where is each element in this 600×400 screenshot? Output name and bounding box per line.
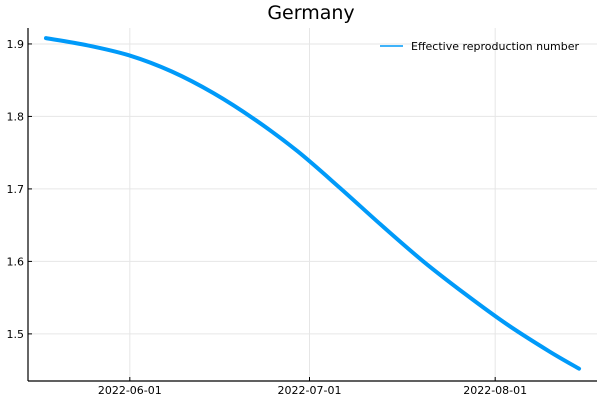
x-tick-label: 2022-07-01: [278, 384, 342, 397]
x-tick-label: 2022-06-01: [98, 384, 162, 397]
axes: [27, 28, 597, 382]
chart-title: Germany: [267, 2, 354, 24]
x-tick-label: 2022-08-01: [463, 384, 527, 397]
y-tick-label: 1.5: [7, 328, 25, 341]
y-tick-label: 1.9: [7, 38, 25, 51]
y-ticks: 1.5 1.6 1.7 1.8 1.9: [7, 38, 32, 341]
x-ticks: 2022-06-01 2022-07-01 2022-08-01: [98, 377, 527, 397]
y-tick-label: 1.7: [7, 183, 25, 196]
series-line-0: [43, 36, 582, 371]
legend: Effective reproduction number: [380, 40, 580, 53]
y-tick-label: 1.8: [7, 110, 25, 123]
grid: [28, 28, 597, 381]
legend-label: Effective reproduction number: [411, 40, 580, 53]
y-tick-label: 1.6: [7, 255, 25, 268]
series: [43, 36, 582, 371]
